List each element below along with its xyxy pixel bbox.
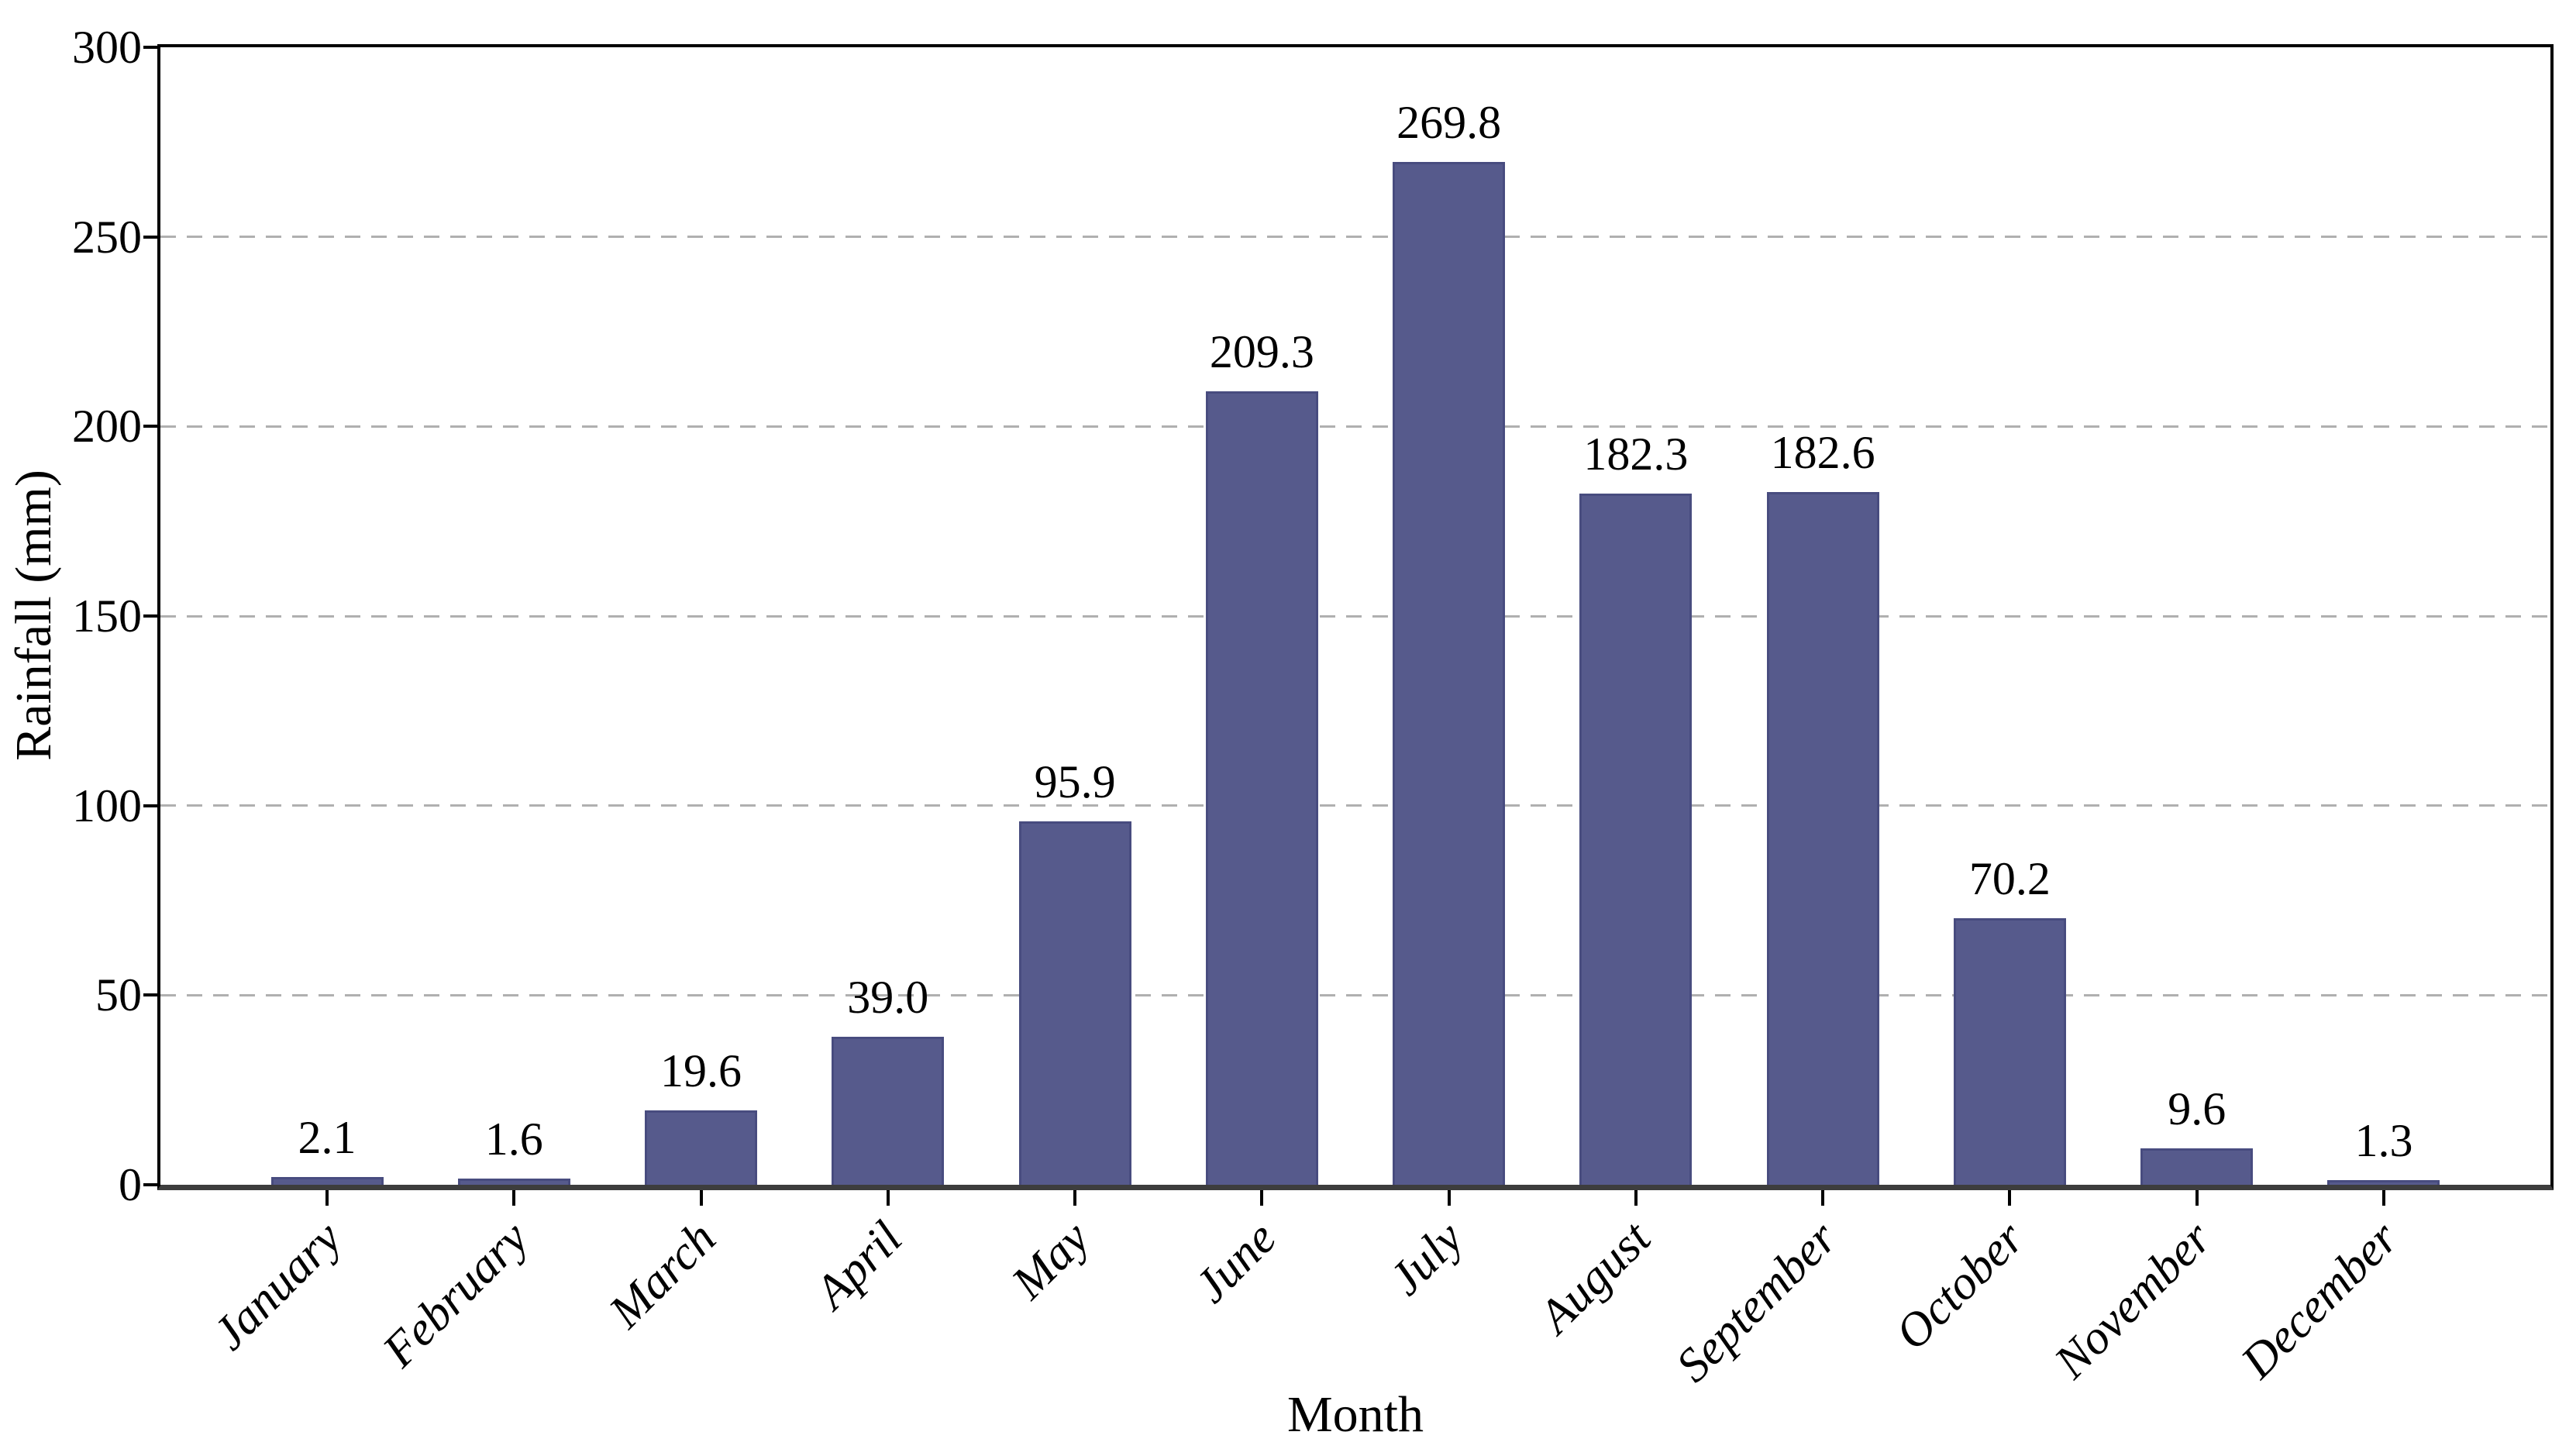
x-tick-label-august: August [1528,1211,1661,1344]
x-tick-mark-november [2195,1190,2199,1206]
x-tick-label-september: September [1666,1211,1848,1392]
bar-value-label-july: 269.8 [1396,97,1502,148]
bar-december [2327,1180,2440,1185]
x-tick-label-july: July [1379,1211,1474,1306]
x-tick-label-october: October [1886,1211,2035,1361]
bar-february [458,1179,570,1185]
bar-april [832,1037,944,1185]
x-tick-mark-march [700,1190,703,1206]
y-axis-title: Rainfall (mm) [5,470,62,761]
bar-value-label-august: 182.3 [1583,429,1689,480]
x-tick-label-may: May [1001,1211,1100,1310]
gridline-200 [160,425,2550,428]
bar-june [1206,391,1318,1185]
bar-value-label-january: 2.1 [298,1112,356,1163]
bar-september [1767,492,1879,1185]
y-tick-label-200: 200 [72,401,142,453]
x-tick-label-march: March [598,1211,726,1338]
y-tick-mark-0 [143,1183,160,1186]
x-tick-mark-january [325,1190,329,1206]
y-tick-label-100: 100 [72,780,142,831]
bar-value-label-december: 1.3 [2354,1115,2413,1166]
gridline-50 [160,993,2550,996]
x-tick-mark-february [512,1190,515,1206]
bar-value-label-october: 70.2 [1968,853,2051,904]
y-tick-mark-100 [143,804,160,807]
bar-march [645,1110,757,1185]
y-tick-label-0: 0 [119,1159,142,1210]
y-tick-label-250: 250 [72,211,142,263]
bar-value-label-february: 1.6 [484,1113,543,1165]
bar-value-label-june: 209.3 [1209,326,1314,377]
x-tick-mark-august [1634,1190,1638,1206]
y-tick-label-50: 50 [95,969,142,1021]
x-tick-mark-june [1260,1190,1263,1206]
y-tick-mark-150 [143,614,160,618]
gridline-150 [160,614,2550,618]
y-tick-mark-300 [143,46,160,49]
bar-value-label-april: 39.0 [847,972,929,1023]
x-tick-label-june: June [1185,1211,1287,1313]
x-tick-label-april: April [805,1211,913,1319]
y-tick-label-150: 150 [72,590,142,642]
y-tick-mark-50 [143,993,160,997]
bar-value-label-march: 19.6 [660,1045,742,1096]
plot-area: 2.1 1.6 19.6 39.0 95.9 209.3 269.8 182.3 182.6 70… [157,44,2554,1190]
x-tick-mark-october [2008,1190,2011,1206]
x-tick-mark-may [1073,1190,1076,1206]
x-axis-title: Month [1286,1386,1424,1443]
bar-november [2140,1148,2253,1185]
bar-august [1579,494,1692,1185]
x-tick-mark-september [1821,1190,1824,1206]
bar-july [1393,162,1505,1185]
x-tick-label-december: December [2231,1211,2409,1389]
bar-may [1019,821,1131,1185]
x-tick-mark-april [887,1190,890,1206]
y-tick-mark-200 [143,425,160,429]
bar-value-label-november: 9.6 [2168,1083,2226,1134]
bar-value-label-may: 95.9 [1034,756,1116,807]
x-tick-mark-december [2382,1190,2385,1206]
y-tick-label-300: 300 [72,22,142,73]
bar-october [1954,918,2066,1185]
gridline-250 [160,236,2550,239]
gridline-100 [160,804,2550,807]
bar-january [271,1177,384,1185]
x-tick-label-november: November [2044,1211,2222,1389]
x-tick-label-february: February [373,1211,539,1378]
x-tick-label-january: January [202,1211,352,1361]
bar-value-label-september: 182.6 [1770,427,1875,478]
y-tick-mark-250 [143,235,160,239]
x-tick-mark-july [1448,1190,1451,1206]
